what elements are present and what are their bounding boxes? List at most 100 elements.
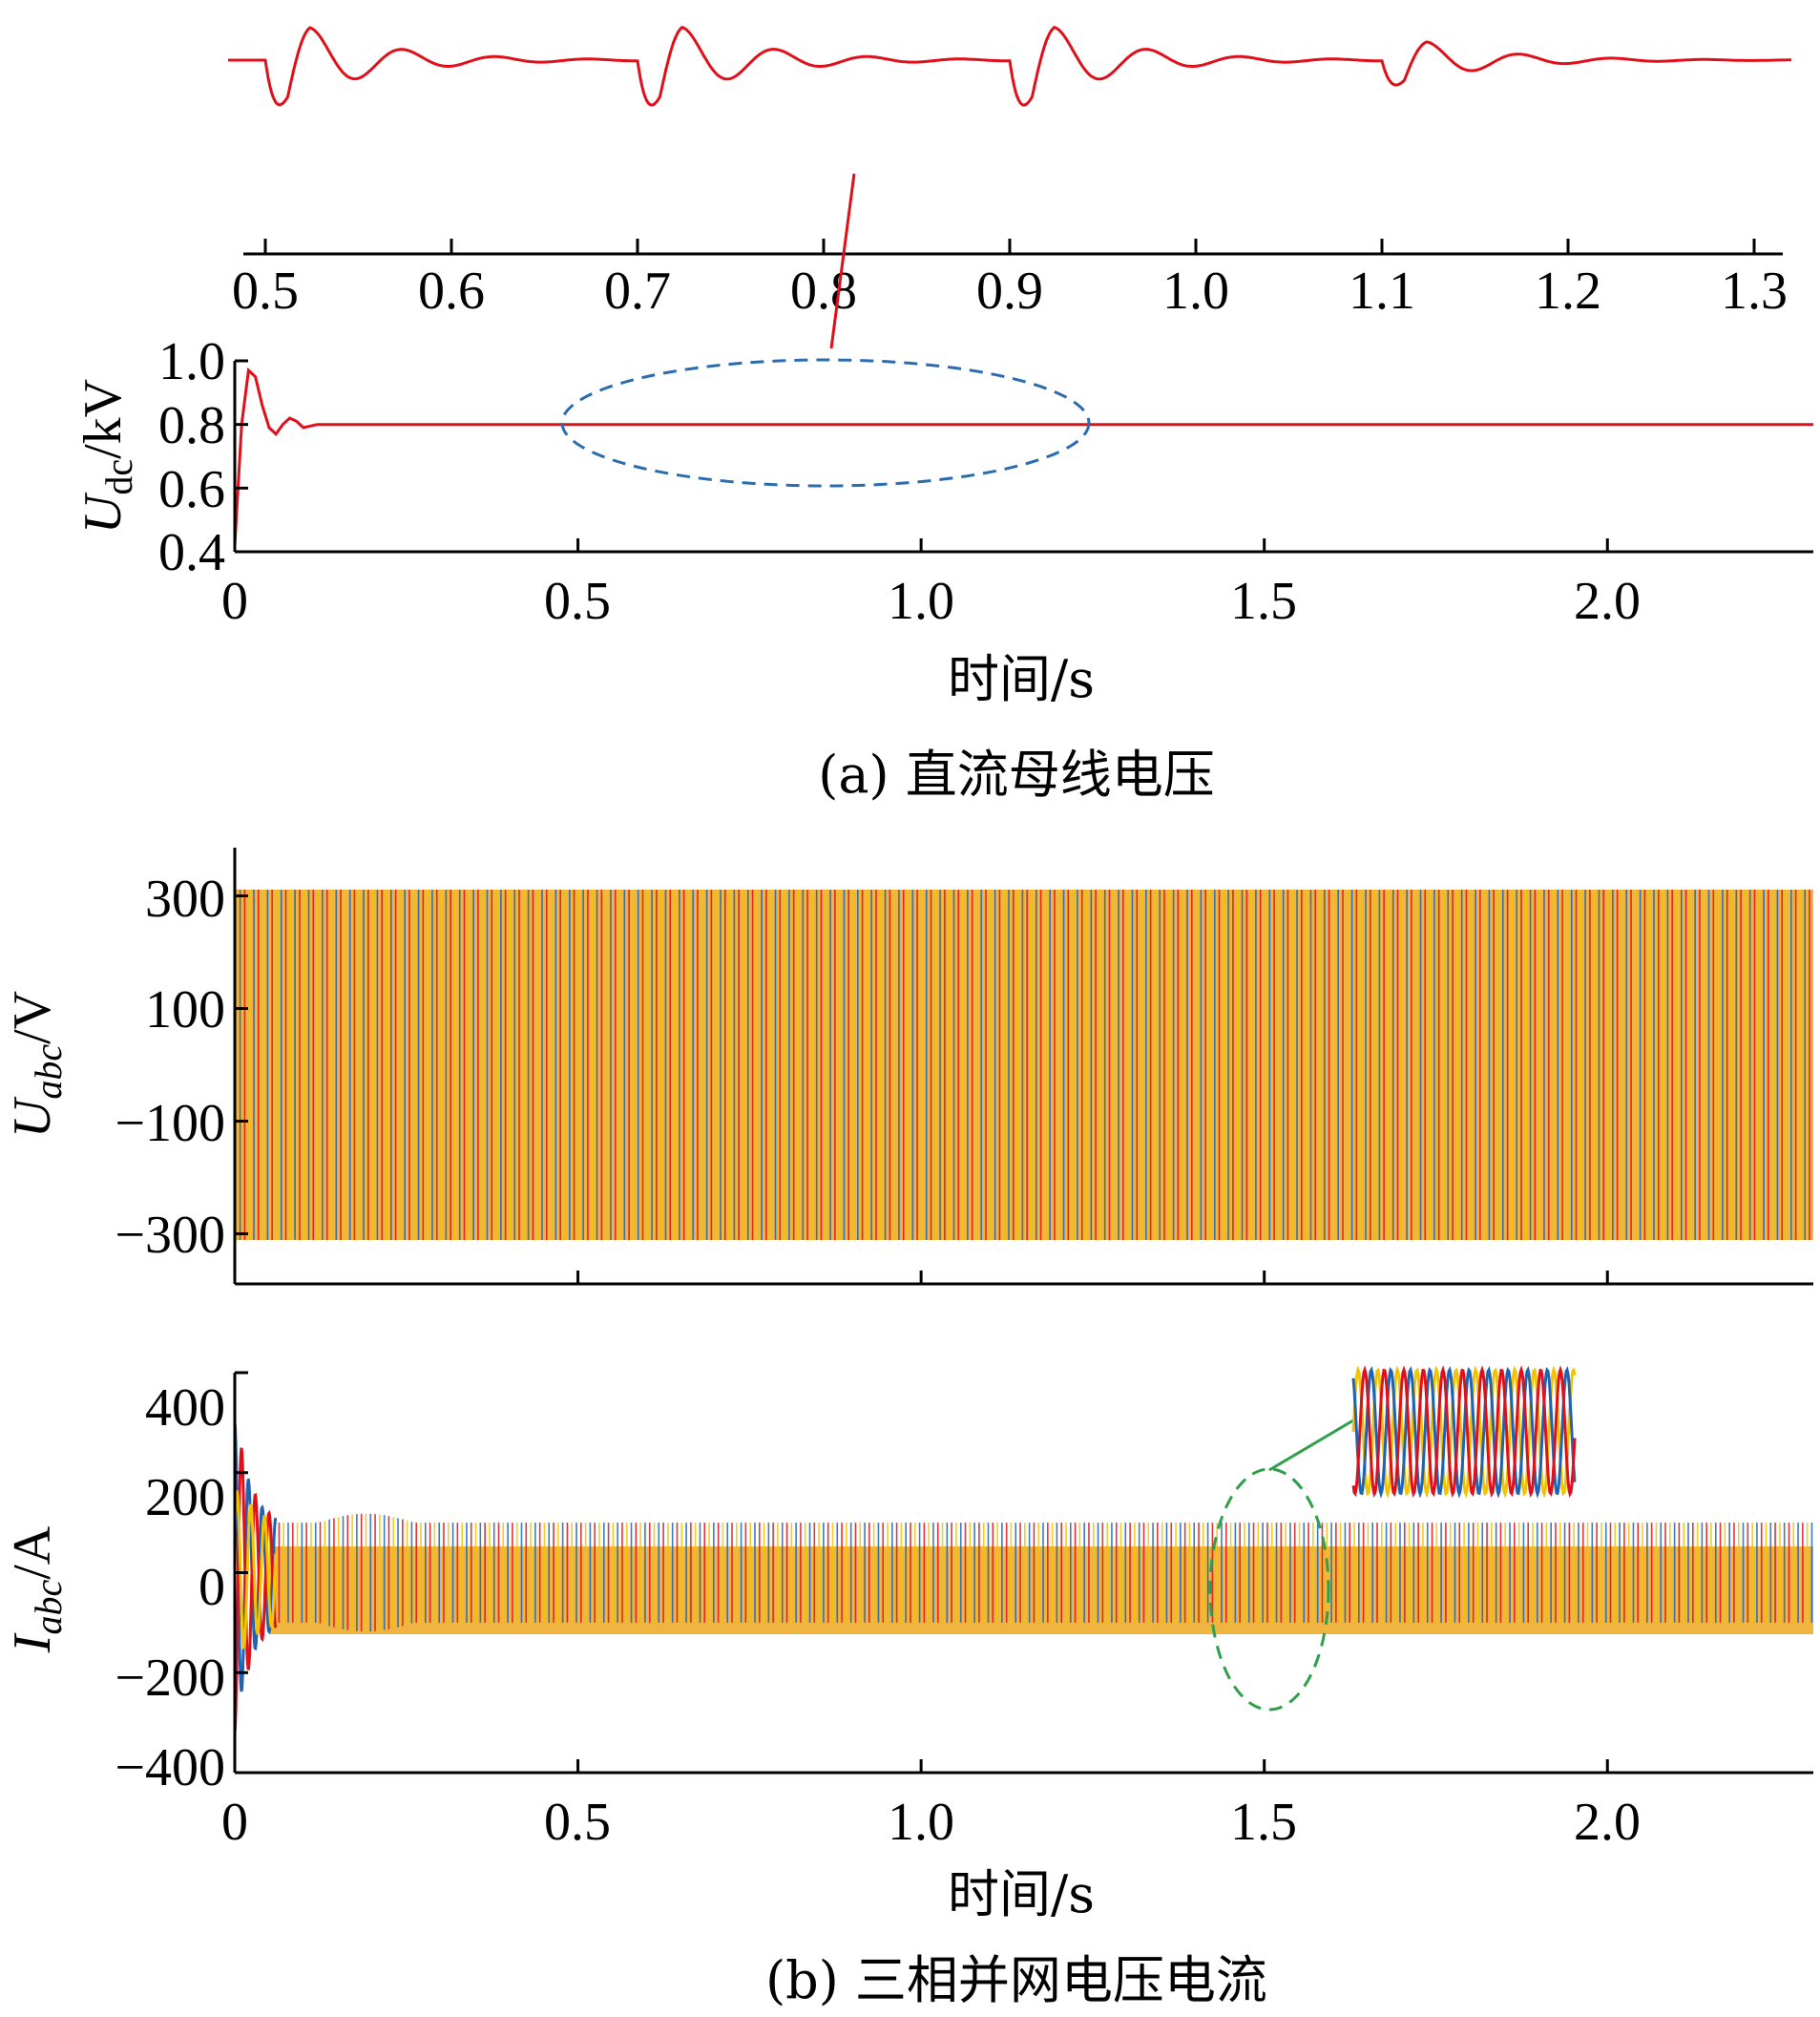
- current-phase-stripe: [1527, 1523, 1530, 1623]
- current-phase-stripe: [324, 1521, 326, 1625]
- current-phase-stripe: [1339, 1523, 1342, 1623]
- voltage-phase-stripe: [435, 890, 438, 1240]
- current-phase-stripe: [900, 1523, 903, 1623]
- bc-y-tick-label: 400: [145, 1378, 225, 1438]
- voltage-phase-stripe: [1790, 890, 1792, 1240]
- current-phase-stripe: [808, 1523, 811, 1623]
- current-phase-stripe: [1747, 1523, 1749, 1623]
- current-phase-stripe: [425, 1523, 427, 1623]
- current-phase-stripe: [1275, 1523, 1278, 1623]
- voltage-phase-stripe: [651, 890, 653, 1240]
- a-x-tick-label: 0.5: [544, 572, 611, 631]
- bv-y-tick-label: 100: [145, 980, 225, 1040]
- voltage-phase-stripe: [1003, 890, 1006, 1240]
- current-phase-stripe: [1440, 1523, 1442, 1623]
- current-phase-stripe: [287, 1523, 289, 1623]
- voltage-phase-stripe: [1031, 890, 1033, 1240]
- voltage-phase-stripe: [532, 890, 534, 1240]
- current-phase-stripe: [1760, 1523, 1763, 1623]
- voltage-phase-stripe: [1057, 890, 1060, 1240]
- voltage-phase-stripe: [596, 890, 598, 1240]
- voltage-phase-stripe: [518, 890, 520, 1240]
- current-phase-stripe: [625, 1523, 628, 1623]
- voltage-phase-stripe: [289, 890, 292, 1240]
- current-phase-stripe: [717, 1523, 720, 1623]
- current-band-base: [269, 1546, 1813, 1634]
- voltage-phase-stripe: [1748, 890, 1751, 1240]
- current-phase-stripe: [982, 1523, 985, 1623]
- current-phase-stripe: [1555, 1523, 1557, 1623]
- voltage-phase-stripe: [546, 890, 548, 1240]
- voltage-phase-stripe: [1227, 890, 1229, 1240]
- current-phase-stripe: [1522, 1523, 1525, 1623]
- current-phase-stripe: [959, 1523, 962, 1623]
- current-phase-stripe: [671, 1523, 674, 1623]
- current-phase-stripe: [804, 1523, 806, 1623]
- current-phase-stripe: [1152, 1523, 1154, 1623]
- voltage-phase-stripe: [591, 890, 594, 1240]
- voltage-phase-stripe: [1726, 890, 1728, 1240]
- voltage-phase-stripe: [802, 890, 805, 1240]
- current-phase-stripe: [1458, 1523, 1461, 1623]
- voltage-phase-stripe: [1442, 890, 1445, 1240]
- current-phase-stripe: [1664, 1523, 1666, 1623]
- voltage-phase-stripe: [1547, 890, 1550, 1240]
- current-phase-stripe: [1673, 1523, 1676, 1623]
- voltage-phase-stripe: [1776, 890, 1779, 1240]
- voltage-phase-stripe: [257, 890, 260, 1240]
- voltage-phase-stripe: [554, 890, 557, 1240]
- current-phase-stripe: [525, 1523, 528, 1623]
- current-phase-stripe: [1774, 1523, 1776, 1623]
- voltage-phase-stripe: [568, 890, 571, 1240]
- current-phase-stripe: [823, 1523, 825, 1623]
- voltage-phase-stripe: [847, 890, 850, 1240]
- voltage-phase-stripe: [610, 890, 612, 1240]
- current-phase-stripe: [648, 1523, 651, 1623]
- current-phase-stripe: [1180, 1523, 1182, 1623]
- voltage-phase-stripe: [1799, 890, 1802, 1240]
- voltage-phase-stripe: [312, 890, 315, 1240]
- current-phase-stripe: [910, 1523, 911, 1623]
- voltage-phase-stripe: [674, 890, 676, 1240]
- voltage-phase-stripe: [261, 890, 264, 1240]
- voltage-phase-stripe: [605, 890, 607, 1240]
- voltage-phase-stripe: [1108, 890, 1111, 1240]
- current-startup-phase-c: [233, 1447, 278, 1733]
- current-phase-stripe: [1088, 1523, 1090, 1623]
- voltage-phase-stripe: [1145, 890, 1147, 1240]
- voltage-phase-stripe: [838, 890, 841, 1240]
- voltage-phase-stripe: [1671, 890, 1673, 1240]
- current-phase-stripe: [1051, 1523, 1054, 1623]
- a-x-tick-label: 1.0: [888, 572, 954, 631]
- voltage-phase-stripe: [1538, 890, 1540, 1240]
- voltage-phase-stripe: [390, 890, 392, 1240]
- current-phase-stripe: [484, 1523, 486, 1623]
- voltage-phase-stripe: [1607, 890, 1609, 1240]
- current-phase-stripe: [1627, 1523, 1630, 1623]
- current-phase-stripe: [1559, 1523, 1561, 1623]
- voltage-phase-stripe: [633, 890, 635, 1240]
- voltage-phase-stripe: [1319, 890, 1321, 1240]
- current-phase-stripe: [1165, 1523, 1168, 1623]
- bc-x-tick-label: 2.0: [1574, 1793, 1641, 1852]
- voltage-phase-stripe: [1758, 890, 1761, 1240]
- voltage-phase-stripe: [1593, 890, 1596, 1240]
- current-phase-stripe: [1540, 1523, 1543, 1623]
- current-startup-phase-a: [233, 1489, 278, 1649]
- current-phase-stripe: [470, 1523, 472, 1623]
- current-phase-stripe: [1147, 1523, 1150, 1623]
- voltage-phase-stripe: [1488, 890, 1491, 1240]
- voltage-phase-stripe: [1067, 890, 1070, 1240]
- voltage-phase-stripe: [523, 890, 525, 1240]
- current-phase-stripe: [1206, 1523, 1209, 1623]
- voltage-phase-stripe: [422, 890, 425, 1240]
- current-phase-stripe: [1769, 1523, 1772, 1623]
- voltage-phase-stripe: [1204, 890, 1206, 1240]
- voltage-phase-stripe: [367, 890, 369, 1240]
- voltage-phase-stripe: [664, 890, 667, 1240]
- voltage-phase-stripe: [998, 890, 1001, 1240]
- zoom-inset: 0.5 0.6 0.7 0.8 0.9 1.0 1.1 1.2 1.3: [228, 25, 1791, 349]
- current-phase-stripe: [310, 1523, 312, 1623]
- voltage-phase-stripe: [1598, 890, 1600, 1240]
- bc-y-tick-label: 0: [199, 1558, 225, 1617]
